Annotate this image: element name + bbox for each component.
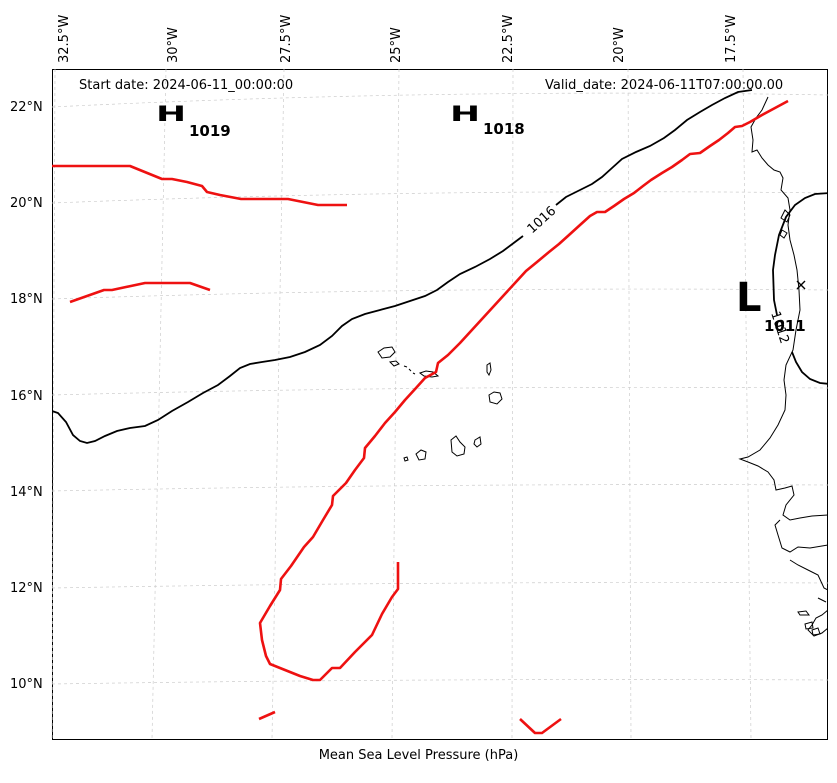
coastal-islands xyxy=(779,209,821,636)
lon-label: 27.5°W xyxy=(279,15,294,63)
map-caption: Mean Sea Level Pressure (hPa) xyxy=(318,748,519,763)
high-symbol: H xyxy=(156,100,186,125)
isobar-1012 xyxy=(791,351,828,385)
lon-label: 20°W xyxy=(612,27,627,63)
lon-label: 30°W xyxy=(166,27,181,63)
contour-label: 1016 xyxy=(525,204,560,237)
lon-label: 22.5°W xyxy=(501,15,516,63)
valid-date-label: Valid_date: 2024-06-11T07:00:00.00 xyxy=(545,78,784,93)
isobar-1016 xyxy=(52,89,828,444)
africa-coastline xyxy=(738,96,828,637)
lat-label: 22°N xyxy=(10,100,43,115)
lon-label: 25°W xyxy=(389,27,404,63)
lon-label: 32.5°W xyxy=(57,15,72,63)
lat-label: 12°N xyxy=(10,581,43,596)
lat-label: 20°N xyxy=(10,196,43,211)
low-center-marker xyxy=(796,280,806,290)
front-upper-left xyxy=(52,164,347,207)
high-pressure-1019: H 1019 xyxy=(156,100,231,140)
lat-label: 14°N xyxy=(10,485,43,500)
high-pressure-1018: H 1018 xyxy=(450,100,525,138)
lat-label: 18°N xyxy=(10,292,43,307)
front-bottom xyxy=(519,717,562,735)
map-frame xyxy=(52,69,828,740)
high-symbol: H xyxy=(450,100,480,125)
lon-label: 17.5°W xyxy=(724,15,739,63)
high-value: 1019 xyxy=(189,122,231,140)
front-bottom-left xyxy=(258,710,276,721)
high-value: 1018 xyxy=(483,120,525,138)
low-value: 1011 xyxy=(764,317,806,335)
lat-label: 10°N xyxy=(10,677,43,692)
low-pressure-1011: L 1011 xyxy=(736,275,806,335)
map-contents: 1016 1012 H 1019 H 1018 L 10 xyxy=(52,89,828,735)
front-main xyxy=(258,99,789,682)
lat-label: 16°N xyxy=(10,389,43,404)
front-lines xyxy=(52,99,789,735)
front-left xyxy=(69,281,211,304)
graticule xyxy=(51,68,829,740)
cape-verde-islands xyxy=(377,346,503,462)
start-date-label: Start date: 2024-06-11_00:00:00 xyxy=(79,78,294,93)
low-symbol: L xyxy=(736,275,762,321)
